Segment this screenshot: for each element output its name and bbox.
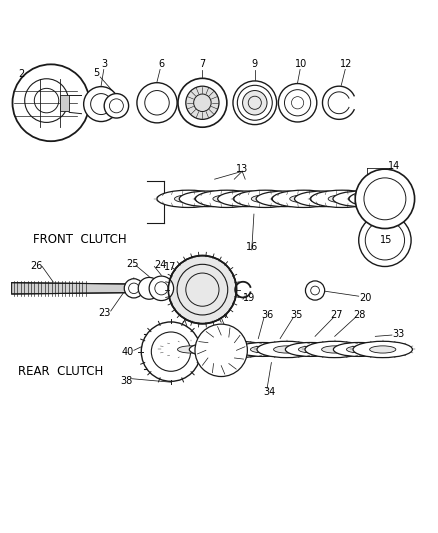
Text: 15: 15 — [380, 235, 392, 245]
Text: 23: 23 — [99, 308, 111, 318]
Ellipse shape — [305, 341, 364, 358]
Circle shape — [12, 64, 89, 141]
Circle shape — [355, 169, 415, 229]
Circle shape — [141, 322, 201, 381]
Ellipse shape — [218, 191, 275, 207]
Ellipse shape — [333, 191, 390, 207]
Ellipse shape — [311, 190, 374, 207]
Circle shape — [137, 83, 177, 123]
Circle shape — [104, 94, 129, 118]
Text: 5: 5 — [94, 68, 100, 78]
Text: 6: 6 — [158, 59, 164, 69]
Ellipse shape — [209, 341, 268, 358]
Text: 28: 28 — [353, 310, 366, 320]
Text: 40: 40 — [122, 346, 134, 357]
Ellipse shape — [256, 191, 313, 207]
Text: 38: 38 — [120, 376, 133, 386]
Text: 16: 16 — [246, 242, 258, 252]
Text: 10: 10 — [295, 59, 307, 69]
Circle shape — [305, 281, 325, 300]
Text: 19: 19 — [243, 293, 255, 303]
Text: REAR  CLUTCH: REAR CLUTCH — [18, 365, 103, 378]
Ellipse shape — [177, 346, 204, 353]
Ellipse shape — [274, 346, 300, 353]
Circle shape — [178, 78, 227, 127]
Text: 14: 14 — [388, 161, 400, 171]
Text: 26: 26 — [30, 261, 42, 271]
Ellipse shape — [294, 191, 351, 207]
Text: 2: 2 — [18, 69, 25, 79]
Bar — [60, 95, 69, 111]
Text: 13: 13 — [236, 164, 248, 174]
Circle shape — [195, 324, 247, 376]
Circle shape — [186, 86, 219, 119]
Ellipse shape — [353, 341, 413, 358]
Ellipse shape — [251, 346, 275, 353]
Ellipse shape — [226, 346, 252, 353]
Ellipse shape — [310, 195, 336, 203]
Circle shape — [359, 214, 411, 266]
Text: FRONT  CLUTCH: FRONT CLUTCH — [33, 233, 127, 246]
Text: 17: 17 — [164, 262, 176, 272]
Circle shape — [84, 87, 119, 122]
Circle shape — [233, 81, 277, 125]
Ellipse shape — [213, 195, 241, 203]
Circle shape — [243, 91, 267, 115]
Ellipse shape — [286, 343, 336, 357]
Text: 37: 37 — [217, 310, 230, 320]
Ellipse shape — [367, 195, 395, 203]
Ellipse shape — [321, 346, 348, 353]
Ellipse shape — [257, 341, 316, 358]
Circle shape — [168, 256, 237, 324]
Ellipse shape — [194, 195, 221, 203]
Ellipse shape — [290, 195, 318, 203]
Ellipse shape — [233, 195, 259, 203]
Ellipse shape — [333, 343, 384, 357]
Ellipse shape — [251, 195, 279, 203]
Ellipse shape — [234, 190, 297, 207]
Polygon shape — [12, 282, 162, 294]
Ellipse shape — [179, 191, 236, 207]
Circle shape — [279, 84, 317, 122]
Text: 35: 35 — [290, 310, 303, 320]
Ellipse shape — [202, 346, 227, 353]
Text: 25: 25 — [126, 259, 139, 269]
Circle shape — [138, 277, 160, 299]
Circle shape — [124, 279, 144, 298]
Text: 34: 34 — [263, 387, 276, 397]
Ellipse shape — [157, 190, 220, 207]
Ellipse shape — [348, 195, 374, 203]
Text: 24: 24 — [154, 260, 166, 270]
Text: 9: 9 — [252, 59, 258, 69]
Ellipse shape — [272, 195, 297, 203]
Ellipse shape — [298, 346, 323, 353]
Text: 20: 20 — [359, 293, 371, 303]
Ellipse shape — [346, 346, 371, 353]
Ellipse shape — [174, 195, 202, 203]
Ellipse shape — [161, 341, 220, 358]
Ellipse shape — [195, 190, 258, 207]
Text: 33: 33 — [392, 329, 404, 339]
Text: 27: 27 — [331, 310, 343, 320]
Text: 39: 39 — [181, 310, 194, 320]
Ellipse shape — [370, 346, 396, 353]
Text: 36: 36 — [262, 310, 274, 320]
Ellipse shape — [189, 343, 240, 357]
Text: 3: 3 — [102, 59, 108, 69]
Text: 12: 12 — [340, 59, 353, 69]
Ellipse shape — [272, 190, 335, 207]
Circle shape — [149, 276, 173, 301]
Ellipse shape — [237, 343, 288, 357]
Ellipse shape — [328, 195, 356, 203]
Text: 7: 7 — [199, 59, 205, 69]
Ellipse shape — [349, 190, 412, 207]
